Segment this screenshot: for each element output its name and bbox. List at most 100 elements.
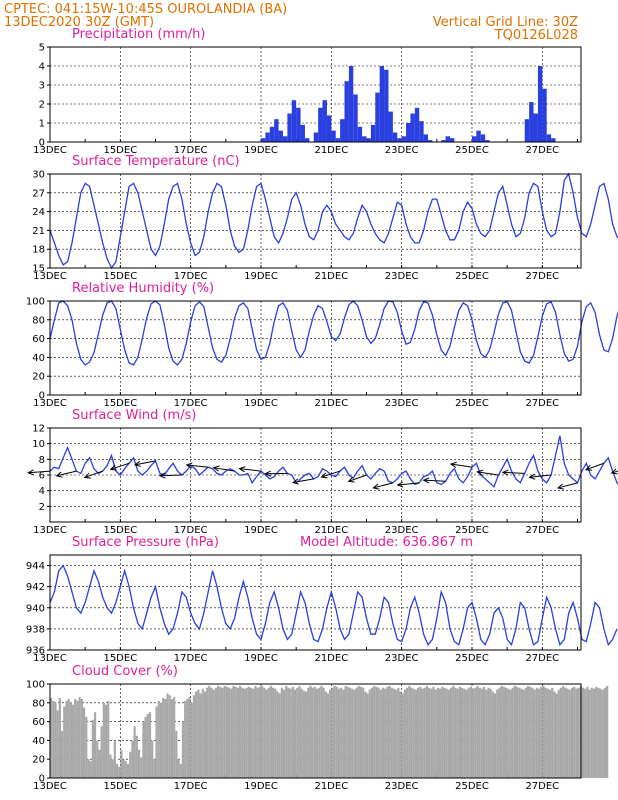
chart-bar (480, 134, 486, 142)
chart-bar (529, 102, 534, 142)
chart-bar (581, 687, 585, 778)
x-tick-label: 27DEC (525, 398, 559, 409)
chart-bar (553, 691, 556, 778)
chart-bar (225, 686, 229, 778)
chart-bar (219, 686, 222, 778)
x-tick-label: 21DEC (314, 525, 348, 536)
x-tick-label: 25DEC (455, 781, 489, 792)
chart-bar (287, 687, 290, 778)
chart-bar (546, 134, 552, 142)
chart-bar (489, 688, 492, 778)
x-tick-label: 21DEC (314, 145, 348, 156)
chart-bar (85, 716, 88, 778)
chart-bar (192, 695, 196, 778)
x-tick-label: 13DEC (33, 271, 67, 282)
wind-arrow-head (320, 472, 328, 479)
wind-arrow-head (372, 483, 380, 490)
chart-bar (322, 100, 327, 142)
y-tick-label: 942 (26, 582, 45, 593)
x-tick-label: 19DEC (244, 398, 278, 409)
chart-bar (386, 686, 389, 778)
x-tick-label: 19DEC (244, 145, 278, 156)
chart-bar (144, 716, 147, 778)
wind-arrow-head (422, 477, 430, 484)
chart-bar (555, 693, 558, 778)
chart-bar (212, 689, 215, 778)
chart-bar (423, 687, 426, 778)
chart-bar (89, 761, 92, 778)
wind-arrow-head (83, 472, 91, 479)
wind-arrow-head (449, 461, 457, 468)
y-tick-label: 938 (26, 624, 45, 635)
chart-bar (606, 685, 609, 778)
wind-arrow (292, 478, 314, 484)
chart-bar (322, 687, 325, 778)
panel-frame (49, 427, 582, 523)
chart-bar (441, 140, 446, 142)
x-tick-label: 21DEC (314, 398, 348, 409)
chart-bar (592, 688, 596, 778)
chart-bar (463, 688, 466, 778)
chart-bar (520, 688, 523, 778)
chart-bar (601, 689, 604, 778)
chart-bar (419, 686, 422, 778)
x-tick-label: 23DEC (385, 525, 419, 536)
chart-bar (515, 686, 519, 778)
chart-bar (478, 687, 481, 778)
chart-bar (210, 687, 213, 778)
y-tick-label: 21 (32, 226, 45, 237)
wind-arrow-head (264, 470, 272, 477)
chart-bar (177, 759, 180, 778)
y-tick-label: 60 (32, 334, 45, 345)
chart-bar (241, 687, 244, 778)
chart-bar (159, 702, 163, 778)
chart-bar (162, 698, 165, 778)
x-tick-label: 19DEC (244, 781, 278, 792)
chart-bar (291, 686, 294, 778)
x-tick-label: 13DEC (33, 781, 67, 792)
chart-bar (234, 686, 237, 778)
chart-bar (274, 688, 277, 778)
chart-bar (511, 687, 514, 778)
chart-bar (188, 697, 191, 778)
chart-bar (173, 697, 176, 778)
chart-bar (417, 687, 420, 778)
x-tick-label: 25DEC (455, 653, 489, 664)
chart-bar (135, 735, 138, 778)
chart-bar (282, 689, 286, 778)
chart-bar (80, 699, 83, 778)
chart-bar (566, 688, 569, 778)
wind-arrow-head (158, 472, 166, 479)
chart-bar (414, 689, 418, 778)
chart-bar (447, 689, 451, 778)
chart-bar (597, 687, 600, 778)
y-tick-label: 3 (39, 81, 45, 92)
chart-bar (129, 751, 132, 778)
chart-bar (544, 687, 547, 778)
chart-bar (425, 685, 429, 778)
chart-bar (441, 686, 444, 778)
wind-arrow (423, 479, 446, 482)
y-tick-label: 100 (26, 680, 45, 691)
chart-bar (186, 699, 189, 778)
y-tick-label: 80 (32, 315, 45, 326)
chart-bar (120, 749, 123, 778)
chart-bar (366, 693, 369, 778)
x-tick-label: 19DEC (244, 525, 278, 536)
x-tick-label: 17DEC (174, 525, 208, 536)
x-tick-label: 27DEC (525, 271, 559, 282)
panel-title: Cloud Cover (%) (72, 664, 178, 679)
chart-bar (353, 689, 356, 778)
wind-arrow-head (133, 460, 141, 467)
chart-bar (379, 689, 382, 778)
chart-bar (214, 687, 218, 778)
chart-bar (340, 687, 343, 778)
chart-bar (190, 702, 193, 778)
chart-bar (353, 94, 358, 142)
chart-bar (203, 691, 207, 778)
chart-bar (280, 687, 283, 778)
chart-bar (599, 688, 602, 778)
chart-bar (181, 721, 185, 778)
chart-bar (104, 704, 108, 778)
chart-bar (153, 759, 156, 778)
